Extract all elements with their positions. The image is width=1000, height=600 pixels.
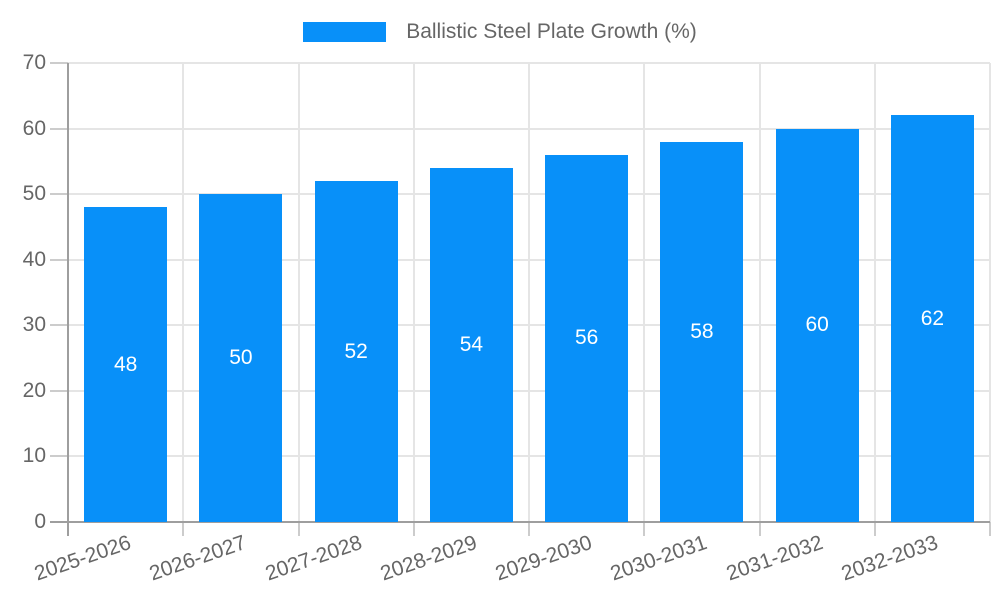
y-axis-label: 30 <box>22 313 46 337</box>
x-tick <box>297 522 300 536</box>
x-gridline <box>989 63 991 522</box>
bar-value-label: 50 <box>229 346 253 370</box>
bar <box>545 154 629 522</box>
y-axis-label: 70 <box>22 51 46 74</box>
y-tick <box>50 193 68 196</box>
bar-value-label: 60 <box>805 313 829 337</box>
x-tick <box>528 522 530 536</box>
x-gridline <box>758 63 761 522</box>
y-axis-line <box>67 63 69 536</box>
x-gridline <box>297 63 300 522</box>
bar-value-label: 48 <box>113 352 138 376</box>
x-axis-label-text: 2027-2028 <box>262 531 365 586</box>
y-tick <box>50 62 68 64</box>
x-tick <box>989 522 991 536</box>
x-axis-label-text: 2031-2032 <box>723 531 826 586</box>
y-tick <box>50 389 68 392</box>
bar <box>890 115 974 522</box>
bar-value-label: 54 <box>459 332 484 356</box>
chart-legend: Ballistic Steel Plate Growth (%) <box>0 14 1000 50</box>
y-tick <box>50 258 68 261</box>
x-gridline <box>412 63 415 522</box>
x-axis-label-text: 2026-2027 <box>146 531 250 586</box>
x-gridline <box>182 63 185 522</box>
bar-value-label: 58 <box>690 319 714 343</box>
bar-value-label: 52 <box>344 339 368 363</box>
x-axis-label-text: 2028-2029 <box>377 531 480 586</box>
x-tick <box>873 522 876 536</box>
x-gridline <box>643 63 646 522</box>
bar <box>199 194 283 522</box>
y-axis-label: 10 <box>22 444 46 468</box>
x-tick <box>758 522 761 536</box>
y-tick <box>50 324 68 327</box>
x-gridline <box>528 63 530 522</box>
bar <box>314 181 398 522</box>
x-tick <box>182 522 185 536</box>
x-tick <box>643 522 646 536</box>
y-axis-label: 40 <box>22 247 46 271</box>
x-axis-label-text: 2032-2033 <box>838 531 941 586</box>
y-axis-label: 50 <box>22 182 46 206</box>
x-axis-line <box>50 521 990 523</box>
y-tick <box>50 455 68 458</box>
x-gridline <box>873 63 876 522</box>
x-tick <box>412 522 415 536</box>
bar-value-label: 62 <box>920 306 945 330</box>
bar-value-label: 56 <box>574 326 599 350</box>
bar <box>429 167 513 522</box>
y-axis-label: 60 <box>22 116 46 140</box>
x-axis-label-text: 2029-2030 <box>492 531 596 586</box>
legend-swatch <box>303 22 387 42</box>
y-tick <box>50 127 68 130</box>
x-axis-label-text: 2025-2026 <box>31 531 135 586</box>
y-axis-label: 20 <box>22 378 46 402</box>
bar <box>775 128 859 522</box>
bar <box>84 207 168 522</box>
y-axis-label: 0 <box>34 510 46 533</box>
legend-label: Ballistic Steel Plate Growth (%) <box>406 20 697 43</box>
bar <box>660 141 744 522</box>
x-axis-label-text: 2030-2031 <box>607 531 711 586</box>
